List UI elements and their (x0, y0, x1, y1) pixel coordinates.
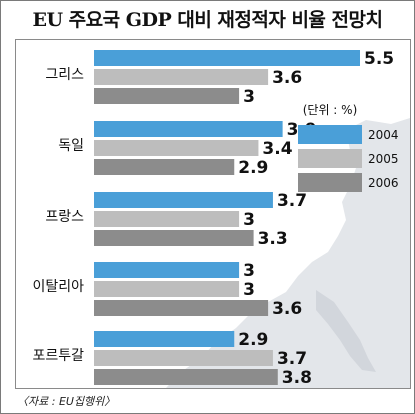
bar-2004 (94, 331, 235, 347)
value-label: 3.8 (282, 368, 312, 388)
value-label: 3.6 (272, 68, 302, 88)
value-label: 3 (243, 87, 255, 107)
legend-label: 2005 (368, 152, 399, 166)
bar-2004 (94, 262, 240, 278)
unit-label: (단위 : %) (303, 103, 358, 117)
bar-2006 (94, 369, 278, 385)
category-label: 프랑스 (45, 209, 84, 225)
legend-label: 2006 (368, 176, 399, 190)
europe-map-silhouette (166, 118, 410, 388)
bar-chart: 그리스5.53.63독일3.93.42.9프랑스3.733.3이탈리아333.6… (32, 49, 410, 388)
value-label: 3.6 (272, 299, 302, 319)
value-label: 3 (243, 261, 255, 281)
legend-swatch-2004 (298, 125, 362, 144)
value-label: 2.9 (238, 330, 268, 350)
bar-2005 (94, 211, 240, 227)
category-label: 독일 (58, 138, 84, 154)
europe-map-peninsula (316, 290, 376, 372)
value-label: 3.7 (277, 349, 307, 369)
category-label: 그리스 (45, 67, 84, 83)
bar-2004 (94, 121, 283, 137)
bar-2004 (94, 50, 360, 66)
legend-swatch-2005 (298, 149, 362, 168)
value-label: 2.9 (238, 158, 268, 178)
category-label: 포르투갈 (32, 348, 84, 364)
bar-2006 (94, 88, 240, 104)
value-label: 3.3 (258, 229, 288, 249)
bar-2005 (94, 350, 273, 366)
value-label: 5.5 (364, 49, 394, 69)
legend: 2004 2005 2006 (298, 125, 399, 192)
bar-2006 (94, 159, 235, 175)
value-label: 3 (243, 280, 255, 300)
bar-2006 (94, 300, 269, 316)
source-note: 〈자료 : EU집행위〉 (17, 395, 116, 408)
chart-title: EU 주요국 GDP 대비 재정적자 비율 전망치 (32, 9, 383, 31)
bar-2005 (94, 69, 269, 85)
legend-label: 2004 (368, 128, 399, 142)
bar-2005 (94, 281, 240, 297)
category-label: 이탈리아 (32, 279, 84, 295)
value-label: 3.4 (262, 139, 292, 159)
bar-2004 (94, 192, 273, 208)
value-label: 3.7 (277, 191, 307, 211)
bar-2006 (94, 230, 254, 246)
bar-2005 (94, 140, 259, 156)
legend-swatch-2006 (298, 173, 362, 192)
value-label: 3 (243, 210, 255, 230)
plot-area: 그리스5.53.63독일3.93.42.9프랑스3.733.3이탈리아333.6… (15, 39, 411, 389)
